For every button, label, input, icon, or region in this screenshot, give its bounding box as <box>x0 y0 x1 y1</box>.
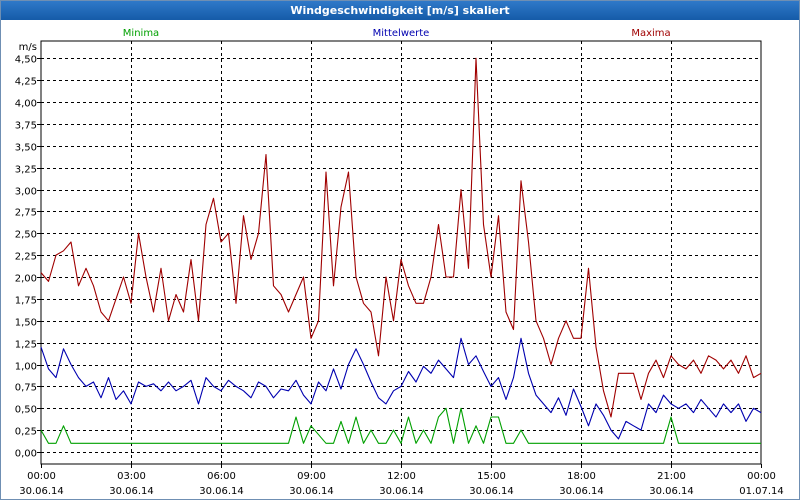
legend-mittelwerte: Mittelwerte <box>373 28 430 39</box>
x-tick-date-label: 30.06.14 <box>199 486 244 497</box>
x-tick-time-label: 00:00 <box>27 471 56 482</box>
y-axis-label: m/s <box>19 42 37 53</box>
x-tick-date-label: 30.06.14 <box>649 486 694 497</box>
x-tick-time-label: 18:00 <box>567 471 596 482</box>
y-tick-label: 3,00 <box>15 187 37 198</box>
y-tick-label: 0,25 <box>15 427 37 438</box>
x-tick-time-label: 03:00 <box>117 471 146 482</box>
y-tick-label: 1,50 <box>15 318 37 329</box>
x-tick-date-label: 30.06.14 <box>379 486 424 497</box>
y-tick-label: 2,50 <box>15 230 37 241</box>
series-line-mittelwerte <box>40 337 762 440</box>
y-tick-label: 2,25 <box>15 252 37 263</box>
x-tick-date-label: 30.06.14 <box>469 486 514 497</box>
y-tick-label: 2,75 <box>15 208 37 219</box>
y-tick-label: 0,00 <box>15 449 37 460</box>
y-tick-label: 1,00 <box>15 362 37 373</box>
legend-maxima: Maxima <box>631 28 670 39</box>
x-tick-time-label: 00:00 <box>747 471 776 482</box>
x-tick-date-label: 30.06.14 <box>289 486 334 497</box>
y-tick-label: 0,50 <box>15 405 37 416</box>
y-tick-label: 1,75 <box>15 296 37 307</box>
y-tick-label: 3,75 <box>15 121 37 132</box>
x-tick-time-label: 09:00 <box>297 471 326 482</box>
x-tick-date-label: 30.06.14 <box>109 486 154 497</box>
y-tick-label: 3,50 <box>15 143 37 154</box>
x-tick-time-label: 21:00 <box>657 471 686 482</box>
series-line-maxima <box>40 57 762 418</box>
x-tick-time-label: 12:00 <box>387 471 416 482</box>
x-tick-date-label: 01.07.14 <box>739 486 784 497</box>
y-tick-label: 2,00 <box>15 274 37 285</box>
x-tick-time-label: 15:00 <box>477 471 506 482</box>
x-tick-date-label: 30.06.14 <box>19 486 64 497</box>
series-line-minima <box>40 407 761 444</box>
y-tick-label: 3,25 <box>15 165 37 176</box>
window-title: Windgeschwindigkeit [m/s] skaliert <box>1 1 799 20</box>
y-tick-label: 4,00 <box>15 99 37 110</box>
y-tick-label: 1,25 <box>15 340 37 351</box>
x-tick-date-label: 30.06.14 <box>559 486 604 497</box>
y-tick-label: 0,75 <box>15 383 37 394</box>
y-tick-label: 4,50 <box>15 55 37 66</box>
x-tick-time-label: 06:00 <box>207 471 236 482</box>
legend-minima: Minima <box>123 28 159 39</box>
y-tick-label: 4,25 <box>15 77 37 88</box>
